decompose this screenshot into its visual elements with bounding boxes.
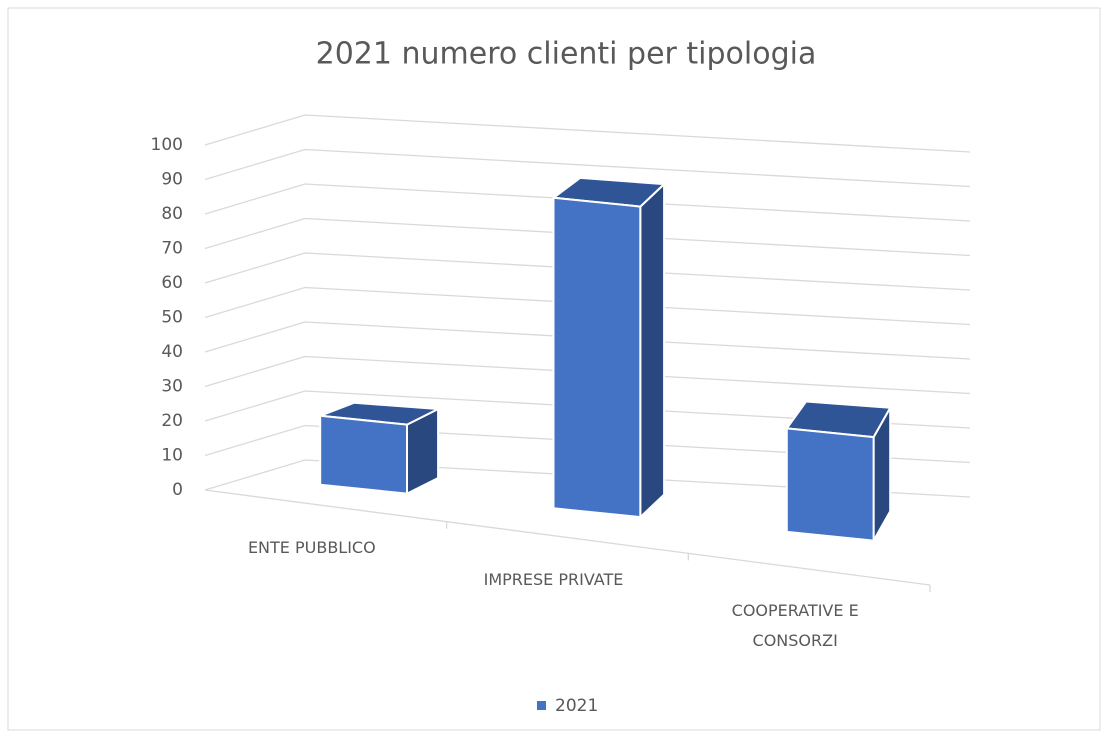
grid-line xyxy=(204,183,971,222)
x-axis xyxy=(204,489,931,586)
legend-swatch xyxy=(537,701,546,710)
grid-line xyxy=(204,424,971,464)
y-tick-label: 20 xyxy=(161,411,183,431)
legend-label: 2021 xyxy=(555,696,598,716)
bar-side xyxy=(639,183,666,519)
chart-title: 2021 numero clienti per tipologia xyxy=(316,37,817,72)
grid-line xyxy=(204,355,971,395)
y-tick-label: 50 xyxy=(161,308,183,328)
y-tick-label: 80 xyxy=(161,204,183,224)
grid-line xyxy=(204,252,971,291)
bar-front xyxy=(319,414,408,495)
grid-line xyxy=(204,148,971,188)
y-tick-label: 40 xyxy=(161,342,183,362)
bar xyxy=(785,400,892,542)
grid-line xyxy=(204,286,971,326)
grid-line xyxy=(204,217,971,257)
x-tick-label: IMPRESE PRIVATE xyxy=(483,569,624,589)
y-tick-label: 90 xyxy=(161,170,183,190)
grid-line xyxy=(204,321,971,360)
grid-line xyxy=(204,390,971,429)
y-tick-label: 30 xyxy=(161,377,183,397)
y-tick-label: 0 xyxy=(172,480,183,500)
bar xyxy=(552,176,666,519)
grid-line xyxy=(204,114,971,153)
x-tick-label: COOPERATIVE E CONSORZI xyxy=(731,601,859,651)
bar xyxy=(319,401,440,495)
bar-front xyxy=(785,427,875,542)
y-tick-label: 60 xyxy=(161,273,183,293)
grid-line xyxy=(204,459,971,498)
y-tick-label: 70 xyxy=(161,239,183,259)
bar-front xyxy=(552,196,642,519)
y-tick-label: 100 xyxy=(151,135,183,155)
x-tick-label: ENTE PUBBLICO xyxy=(247,537,376,557)
y-tick-label: 10 xyxy=(161,446,183,466)
